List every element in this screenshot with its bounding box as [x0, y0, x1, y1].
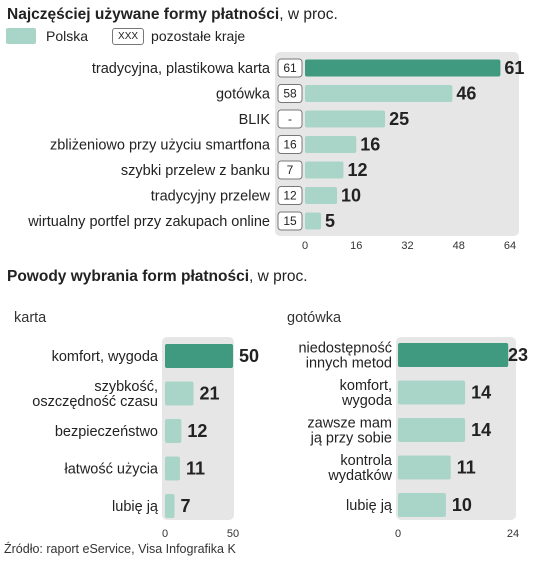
chart3-bar: [398, 418, 466, 442]
chart2-title-text: Powody wybrania form płatności: [7, 268, 250, 285]
chart2-category-label: lubię ją: [112, 499, 159, 515]
chart3-value-label: 14: [471, 420, 491, 440]
chart1-category-label: BLIK: [239, 112, 271, 128]
chart1-tick-label: 0: [302, 240, 308, 252]
chart1-other-box: [277, 135, 303, 154]
chart3-category-label: wygoda: [341, 393, 393, 409]
chart1-bar: [305, 110, 386, 128]
legend-label-polska: Polska: [46, 28, 89, 44]
chart1-other-value: 12: [283, 189, 297, 203]
legend-box-key: XXX: [112, 27, 145, 45]
chart1-other-value: 58: [283, 87, 297, 101]
legend-swatch-polska: [6, 28, 36, 44]
chart3-category-label: komfort,: [340, 378, 392, 394]
chart1-other-box: [277, 84, 303, 103]
chart1-bar: [305, 161, 344, 179]
legend-label-other: pozostałe kraje: [151, 28, 246, 44]
chart1-bar: [305, 187, 338, 204]
chart2-subtitle: karta: [14, 310, 47, 326]
chart1-other-box: [277, 58, 303, 78]
chart2-bar: [165, 381, 194, 406]
chart1-category-label: tradycyjny przelew: [151, 189, 271, 205]
chart1-bar: [305, 59, 501, 77]
chart2-bar: [165, 344, 233, 368]
chart1-value-label: 12: [347, 160, 367, 180]
chart1-other-value: 7: [287, 163, 294, 177]
chart3-value-label: 23: [508, 345, 528, 365]
chart3-bar: [398, 380, 466, 405]
chart1-other-box: [277, 186, 303, 205]
chart1-value-label: 10: [341, 186, 361, 206]
chart1-tick-label: 48: [453, 240, 465, 252]
chart1-value-label: 46: [456, 84, 476, 104]
chart1-tick-label: 64: [504, 240, 516, 252]
chart2-value-label: 7: [181, 496, 191, 516]
chart3-subtitle: gotówka: [287, 310, 342, 326]
chart1-category-label: tradycyjna, plastikowa karta: [92, 61, 271, 77]
chart1-title: Najczęściej używane formy płatności, w p…: [7, 6, 338, 24]
chart1-other-box: [277, 211, 303, 231]
source-footer: Źródło: raport eService, Visa Infografik…: [4, 542, 236, 556]
chart1-category-label: szybki przelew z banku: [121, 163, 270, 179]
chart3-category-label: niedostępność: [298, 341, 392, 357]
chart2-bar: [165, 456, 180, 481]
chart2-tick-label: 0: [162, 528, 168, 540]
chart2-category-label: oszczędność czasu: [32, 394, 158, 410]
chart1-bar: [305, 136, 357, 153]
chart3-category-label: kontrola: [340, 453, 393, 469]
chart2-value-label: 21: [200, 384, 220, 404]
chart1-other-value: 16: [283, 138, 297, 152]
chart1-other-value: -: [288, 112, 292, 126]
chart1-value-label: 16: [360, 135, 380, 155]
chart2-title: Powody wybrania form płatności, w proc.: [7, 268, 308, 286]
chart1-other-box: [277, 160, 303, 180]
chart2-value-label: 11: [186, 459, 205, 479]
chart2-value-label: 12: [187, 421, 207, 441]
chart3-tick-label: 0: [395, 528, 401, 540]
chart1-value-label: 5: [325, 211, 335, 231]
chart2-bar: [165, 419, 182, 443]
chart3-value-label: 10: [452, 495, 472, 515]
chart1-unit: , w proc.: [279, 6, 338, 23]
chart3-bar: [398, 455, 451, 480]
chart1-other-value: 15: [283, 214, 297, 228]
chart2-category-label: bezpieczeństwo: [55, 424, 158, 440]
chart1-other-value: 61: [283, 61, 297, 75]
chart3-category-label: innych metod: [306, 356, 392, 372]
chart3-category-label: zawsze mam: [307, 416, 392, 432]
chart2-category-label: komfort, wygoda: [52, 349, 159, 365]
chart3-value-label: 11: [457, 458, 476, 478]
chart1-title-text: Najczęściej używane formy płatności: [7, 6, 280, 23]
chart1-category-label: wirtualny portfel przy zakupach online: [27, 214, 270, 230]
chart1-value-label: 61: [504, 58, 524, 78]
chart3-category-label: wydatków: [327, 468, 392, 484]
chart3-tick-label: 24: [507, 528, 519, 540]
chart1-tick-label: 32: [401, 240, 413, 252]
chart3-bar: [398, 493, 446, 517]
legend: Polska XXX pozostałe kraje: [6, 27, 245, 45]
chart1-category-label: zbliżeniowo przy użyciu smartfona: [50, 138, 271, 154]
chart2-unit: , w proc.: [249, 268, 308, 285]
chart2-tick-label: 50: [227, 528, 239, 540]
chart3-value-label: 14: [471, 383, 491, 403]
chart2-category-label: szybkość,: [94, 379, 158, 395]
chart3-bar: [398, 343, 509, 367]
chart3-category-label: ją przy sobie: [310, 431, 392, 447]
chart2-bar: [165, 494, 175, 518]
chart3-category-label: lubię ją: [346, 498, 393, 514]
chart1-tick-label: 16: [350, 240, 362, 252]
chart2-category-label: łatwość użycia: [65, 462, 159, 478]
chart1-category-label: gotówka: [216, 87, 271, 103]
chart1-bar: [305, 212, 322, 230]
chart2-value-label: 50: [239, 346, 259, 366]
chart1-other-box: [277, 109, 303, 129]
chart1-value-label: 25: [389, 109, 409, 129]
chart1-bar: [305, 85, 453, 102]
